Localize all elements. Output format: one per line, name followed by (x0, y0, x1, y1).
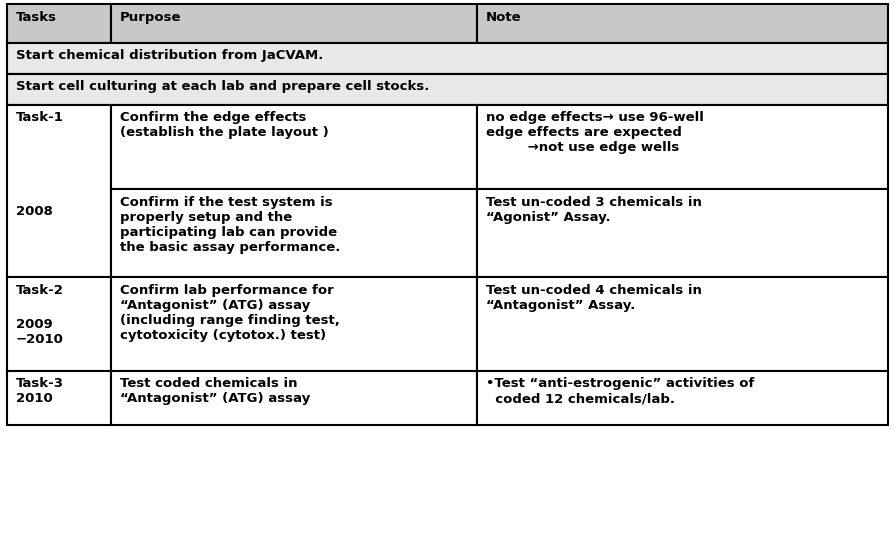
Text: Purpose: Purpose (120, 11, 181, 24)
Bar (7, 43, 887, 74)
Bar (7, 74, 887, 105)
Bar (7, 277, 111, 371)
Text: •Test “anti-estrogenic” activities of
  coded 12 chemicals/lab.: •Test “anti-estrogenic” activities of co… (485, 377, 753, 406)
Text: Confirm if the test system is
properly setup and the
participating lab can provi: Confirm if the test system is properly s… (120, 195, 340, 254)
Text: 2009
−2010: 2009 −2010 (16, 318, 63, 345)
Text: Tasks: Tasks (16, 11, 57, 24)
Text: Confirm the edge effects
(establish the plate layout ): Confirm the edge effects (establish the … (120, 111, 328, 140)
Bar (476, 4, 887, 43)
Bar (111, 4, 476, 43)
Text: Test un-coded 4 chemicals in
“Antagonist” Assay.: Test un-coded 4 chemicals in “Antagonist… (485, 284, 701, 312)
Bar (111, 189, 476, 277)
Bar (111, 371, 476, 425)
Text: Task-1: Task-1 (16, 111, 63, 124)
Text: Start chemical distribution from JaCVAM.: Start chemical distribution from JaCVAM. (16, 49, 323, 62)
Text: Task-3
2010: Task-3 2010 (16, 377, 64, 406)
Text: 2008: 2008 (16, 205, 53, 218)
Bar (7, 371, 111, 425)
Bar (476, 189, 887, 277)
Bar (476, 105, 887, 189)
Text: Test coded chemicals in
“Antagonist” (ATG) assay: Test coded chemicals in “Antagonist” (AT… (120, 377, 310, 406)
Text: Test un-coded 3 chemicals in
“Agonist” Assay.: Test un-coded 3 chemicals in “Agonist” A… (485, 195, 701, 224)
Text: Note: Note (485, 11, 520, 24)
Bar (111, 105, 476, 189)
Text: no edge effects→ use 96-well
edge effects are expected
         →not use edge we: no edge effects→ use 96-well edge effect… (485, 111, 703, 154)
Bar (7, 105, 111, 277)
Bar (476, 371, 887, 425)
Bar (111, 277, 476, 371)
Bar (476, 277, 887, 371)
Text: Task-2: Task-2 (16, 284, 63, 297)
Bar (7, 4, 111, 43)
Text: Start cell culturing at each lab and prepare cell stocks.: Start cell culturing at each lab and pre… (16, 80, 429, 93)
Text: Confirm lab performance for
“Antagonist” (ATG) assay
(including range finding te: Confirm lab performance for “Antagonist”… (120, 284, 340, 342)
